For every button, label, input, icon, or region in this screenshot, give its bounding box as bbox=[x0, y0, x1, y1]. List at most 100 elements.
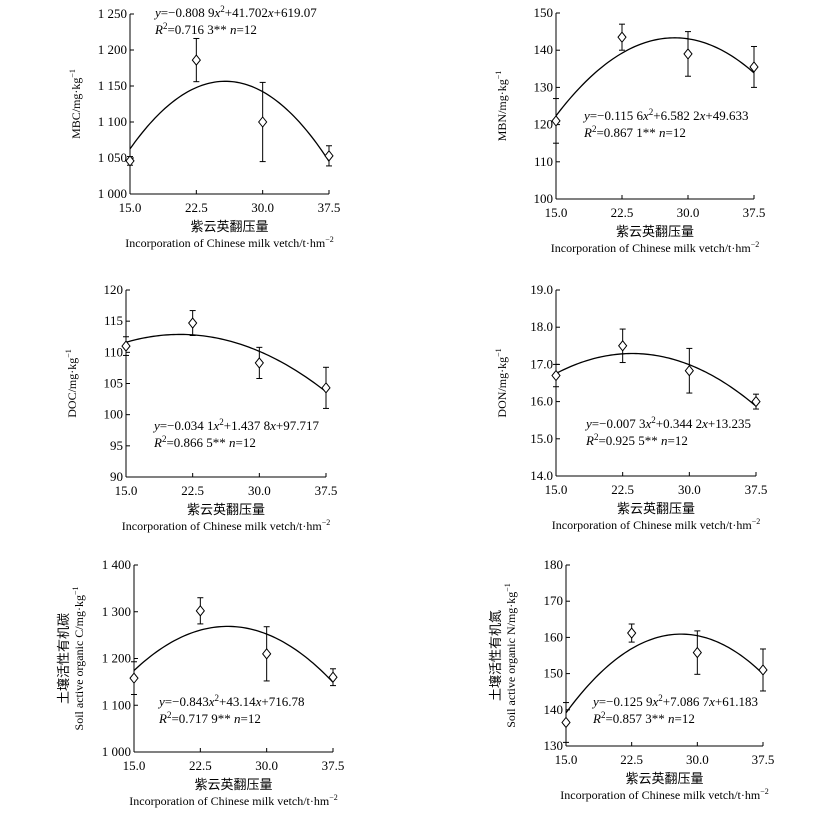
x-tick-label: 37.5 bbox=[322, 758, 345, 773]
y-axis-label-cn: 土壤活性有机碳 bbox=[56, 613, 71, 704]
x-tick-label: 15.0 bbox=[115, 483, 138, 498]
data-point bbox=[751, 395, 761, 408]
x-tick-label: 30.0 bbox=[678, 482, 701, 497]
y-axis-label: Soil active organic N/mg·kg−1 bbox=[503, 583, 518, 728]
x-tick-label: 22.5 bbox=[189, 758, 212, 773]
x-axis-label-cn: 紫云英翻压量 bbox=[616, 224, 694, 239]
data-point bbox=[561, 716, 571, 729]
fit-curve bbox=[555, 37, 755, 117]
fit-r-squared: R2=0.857 3** n=12 bbox=[592, 710, 695, 726]
fit-curve bbox=[129, 80, 330, 162]
fit-r-squared: R2=0.925 5** n=12 bbox=[585, 432, 688, 448]
y-tick-label: 95 bbox=[110, 438, 123, 453]
fit-equation: y=−0.808 9x2+41.702x+619.07 bbox=[153, 4, 317, 20]
x-tick-label: 22.5 bbox=[181, 483, 204, 498]
y-tick-label: 170 bbox=[544, 593, 564, 608]
x-axis-label-en: Incorporation of Chinese milk vetch/t·hm… bbox=[125, 235, 333, 250]
data-point bbox=[195, 605, 205, 617]
y-tick-label: 110 bbox=[534, 154, 553, 169]
y-axis-label-cn: 土壤活性有机氮 bbox=[488, 610, 503, 701]
y-tick-label: 105 bbox=[104, 376, 124, 391]
y-axis-label: DOC/mg·kg−1 bbox=[64, 349, 79, 418]
data-point bbox=[683, 48, 693, 60]
chart-panel-1: 1 000 1 050 1 100 1 150 1 200 1 250 15.0 22.5 30… bbox=[68, 4, 340, 250]
y-tick-label: 160 bbox=[544, 629, 564, 644]
y-tick-label: 180 bbox=[544, 557, 564, 572]
data-point bbox=[121, 340, 131, 352]
fit-r-squared: R2=0.716 3** n=12 bbox=[154, 21, 257, 37]
y-tick-label: 1 100 bbox=[98, 114, 127, 129]
x-axis-label-en: Incorporation of Chinese milk vetch/t·hm… bbox=[551, 240, 759, 255]
data-point bbox=[551, 369, 561, 382]
data-point bbox=[627, 627, 637, 639]
x-tick-label: 22.5 bbox=[620, 752, 643, 767]
y-tick-label: 14.0 bbox=[530, 468, 553, 483]
x-axis-label-en: Incorporation of Chinese milk vetch/t·hm… bbox=[560, 787, 768, 802]
x-axis-label-cn: 紫云英翻压量 bbox=[617, 501, 695, 516]
data-point bbox=[551, 115, 561, 127]
data-point bbox=[129, 672, 139, 684]
x-tick-label: 37.5 bbox=[743, 205, 766, 220]
x-tick-label: 37.5 bbox=[315, 483, 338, 498]
x-tick-label: 37.5 bbox=[318, 200, 341, 215]
data-point bbox=[258, 116, 268, 128]
data-point bbox=[324, 150, 334, 162]
chart-panel-6: 130 140 150 160 170 180 15.0 22.5 30.0 37.5 y=−0.1… bbox=[488, 557, 774, 802]
fit-equation: y=−0.007 3x2+0.344 2x+13.235 bbox=[584, 415, 751, 431]
y-tick-label: 15.0 bbox=[530, 431, 553, 446]
y-tick-label: 1 150 bbox=[98, 78, 127, 93]
data-point bbox=[262, 648, 272, 660]
fit-r-squared: R2=0.866 5** n=12 bbox=[153, 434, 256, 450]
y-tick-label: 1 200 bbox=[102, 651, 131, 666]
chart-panel-2: 100 110 120 130 140 150 15.0 22.5 30.0 37.5 y=−0.1… bbox=[494, 5, 765, 255]
x-axis-label-en: Incorporation of Chinese milk vetch/t·hm… bbox=[122, 518, 330, 533]
data-point bbox=[188, 317, 198, 329]
y-tick-label: 90 bbox=[110, 469, 123, 484]
data-point bbox=[692, 646, 702, 659]
x-tick-label: 30.0 bbox=[677, 205, 700, 220]
y-tick-label: 1 000 bbox=[98, 186, 127, 201]
x-tick-label: 30.0 bbox=[251, 200, 274, 215]
fit-r-squared: R2=0.867 1** n=12 bbox=[583, 124, 686, 140]
y-tick-label: 100 bbox=[534, 191, 554, 206]
x-tick-label: 15.0 bbox=[545, 482, 568, 497]
chart-panel-3: 90 95 100 105 110 115 120 15.0 22.5 30.0 37.5 y=−0.… bbox=[64, 282, 337, 533]
x-tick-label: 15.0 bbox=[555, 752, 578, 767]
chart-panel-5: 1 000 1 100 1 200 1 300 1 400 15.0 22.5 30.0 37.… bbox=[56, 557, 344, 808]
fit-equation: y=−0.125 9x2+7.086 7x+61.183 bbox=[591, 693, 758, 709]
fit-curve bbox=[555, 352, 757, 407]
x-tick-label: 22.5 bbox=[185, 200, 208, 215]
x-tick-label: 37.5 bbox=[745, 482, 768, 497]
x-axis-label-cn: 紫云英翻压量 bbox=[190, 219, 268, 234]
x-axis-label-en: Incorporation of Chinese milk vetch/t·hm… bbox=[552, 517, 760, 532]
y-tick-label: 1 300 bbox=[102, 604, 131, 619]
fit-equation: y=−0.034 1x2+1.437 8x+97.717 bbox=[152, 417, 319, 433]
y-tick-label: 120 bbox=[534, 117, 554, 132]
y-tick-label: 1 000 bbox=[102, 744, 131, 759]
data-point bbox=[684, 364, 694, 377]
data-point bbox=[191, 54, 201, 66]
x-tick-label: 22.5 bbox=[611, 482, 634, 497]
y-tick-label: 17.0 bbox=[530, 356, 553, 371]
data-point bbox=[328, 671, 338, 684]
y-tick-label: 115 bbox=[104, 313, 123, 328]
x-tick-label: 15.0 bbox=[123, 758, 146, 773]
x-tick-label: 15.0 bbox=[545, 205, 568, 220]
y-tick-label: 1 200 bbox=[98, 42, 127, 57]
y-axis-label: DON/mg·kg−1 bbox=[494, 348, 509, 417]
fit-equation: y=−0.843x2+43.14x+716.78 bbox=[157, 693, 304, 709]
data-point bbox=[617, 31, 627, 43]
y-axis-label: MBC/mg·kg−1 bbox=[68, 69, 83, 139]
fit-curve bbox=[133, 625, 334, 683]
y-tick-label: 1 100 bbox=[102, 697, 131, 712]
x-tick-label: 30.0 bbox=[686, 752, 709, 767]
x-axis-label-en: Incorporation of Chinese milk vetch/t·hm… bbox=[129, 793, 337, 808]
x-axis-label-cn: 紫云英翻压量 bbox=[194, 777, 272, 792]
y-tick-label: 140 bbox=[544, 702, 564, 717]
y-tick-label: 18.0 bbox=[530, 319, 553, 334]
y-axis-label: MBN/mg·kg−1 bbox=[494, 71, 509, 142]
y-tick-label: 150 bbox=[544, 666, 564, 681]
x-axis-label-cn: 紫云英翻压量 bbox=[187, 502, 265, 517]
y-tick-label: 130 bbox=[544, 738, 564, 753]
